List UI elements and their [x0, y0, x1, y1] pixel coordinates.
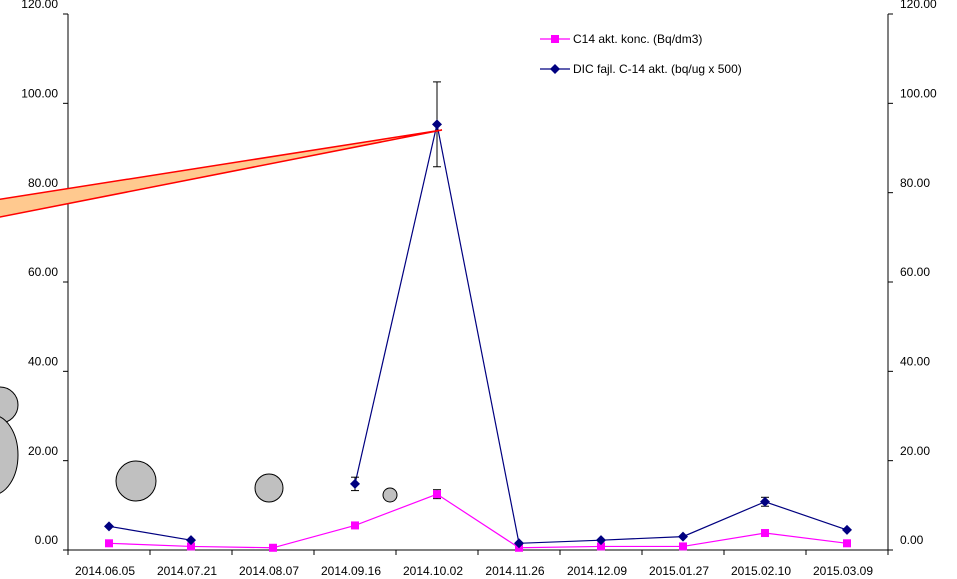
callout-bubble [255, 474, 283, 502]
y2-tick-label: 20.00 [900, 444, 930, 458]
series-line [109, 494, 847, 548]
y2-tick-label: 60.00 [900, 265, 930, 279]
callout-bubble [0, 415, 18, 495]
x-tick-label: 2015.01.27 [649, 564, 709, 578]
y2-tick-label: 0.00 [900, 533, 924, 547]
marker [761, 529, 769, 537]
y-tick-label: 60.00 [28, 265, 58, 279]
y2-tick-label: 40.00 [900, 355, 930, 369]
callout-bubble [383, 488, 397, 502]
legend-marker [551, 35, 559, 43]
y-tick-label: 20.00 [28, 444, 58, 458]
y2-tick-label: 100.00 [900, 87, 937, 101]
x-tick-label: 2015.02.10 [731, 564, 791, 578]
x-tick-label: 2014.09.16 [321, 564, 381, 578]
callout-wedge [0, 130, 442, 218]
legend-entry: C14 akt. konc. (Bq/dm3) [540, 30, 770, 60]
x-tick-label: 2014.12.09 [567, 564, 627, 578]
x-tick-label: 2015.03.09 [813, 564, 873, 578]
marker [350, 479, 360, 489]
page: 0.00 20.00 40.00 60.00 80.00 100.00 120.00 0.00… [0, 0, 957, 579]
legend: C14 akt. konc. (Bq/dm3) DIC fajl. C-14 ak… [540, 30, 770, 90]
x-tick-label: 2014.07.21 [157, 564, 217, 578]
x-tick-label: 2014.06.05 [75, 564, 135, 578]
marker [104, 521, 114, 531]
legend-entry: DIC fajl. C-14 akt. (bq/ug x 500) [540, 60, 770, 90]
marker [843, 539, 851, 547]
callout-bubble [0, 387, 18, 423]
y-tick-label: 80.00 [28, 176, 58, 190]
legend-swatch [540, 60, 570, 76]
legend-label: DIC fajl. C-14 akt. (bq/ug x 500) [573, 62, 748, 84]
marker [432, 119, 442, 129]
marker [678, 532, 688, 542]
legend-swatch [540, 30, 570, 46]
marker [351, 521, 359, 529]
series-line [109, 526, 191, 540]
x-tick-label: 2014.11.26 [485, 564, 544, 578]
series-line [355, 124, 847, 543]
marker [269, 544, 277, 552]
marker [842, 525, 852, 535]
y-tick-label: 120.00 [21, 0, 58, 11]
marker [679, 542, 687, 550]
y-tick-label: 40.00 [28, 355, 58, 369]
y-tick-label: 100.00 [21, 87, 58, 101]
y2-tick-label: 80.00 [900, 176, 930, 190]
legend-marker [550, 64, 560, 74]
marker [105, 539, 113, 547]
marker [433, 490, 441, 498]
annotations [0, 130, 442, 502]
y2-tick-label: 120.00 [900, 0, 937, 11]
callout-bubble [116, 461, 156, 501]
marker [760, 497, 770, 507]
chart: 0.00 20.00 40.00 60.00 80.00 100.00 120.00 0.00… [0, 0, 957, 579]
x-tick-label: 2014.10.02 [403, 564, 463, 578]
x-tick-label: 2014.08.07 [239, 564, 299, 578]
y-tick-label: 0.00 [35, 533, 59, 547]
legend-label: C14 akt. konc. (Bq/dm3) [573, 32, 748, 54]
